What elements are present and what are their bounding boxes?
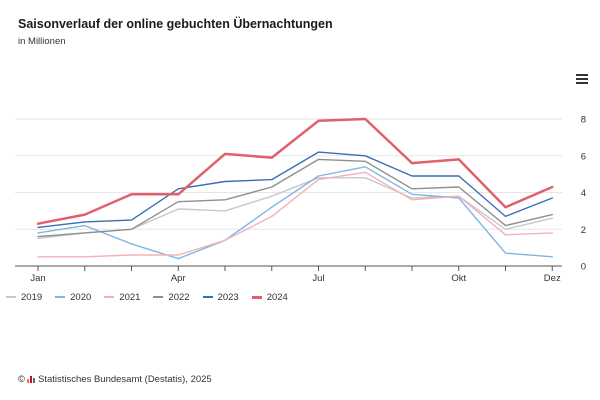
legend-item-2021[interactable]: 2021 [104, 292, 140, 303]
x-tick-label: Apr [171, 273, 186, 284]
legend-item-2024[interactable]: 2024 [251, 291, 288, 303]
x-tick-label: Okt [451, 273, 466, 284]
y-tick-label: 8 [581, 115, 586, 126]
legend-label: 2024 [266, 291, 288, 303]
legend-item-2022[interactable]: 2022 [153, 291, 190, 303]
legend-item-2020[interactable]: 2020 [55, 292, 91, 303]
source-text: Statistisches Bundesamt (Destatis), 2025 [38, 374, 212, 385]
legend-swatch [6, 296, 16, 298]
legend-swatch [153, 296, 164, 298]
hamburger-menu-icon[interactable] [574, 72, 590, 86]
chart-subtitle: in Millionen [18, 36, 66, 47]
series-line-2020 [37, 166, 553, 260]
x-tick-label: Jul [312, 273, 324, 284]
line-chart: 0 2 4 6 8 Jan Apr Jul Okt Dez [15, 115, 586, 284]
y-tick-label: 4 [581, 188, 586, 199]
legend-label: 2020 [70, 291, 92, 303]
legend-label: 2019 [21, 291, 43, 303]
source-credit: © Statistisches Bundesamt (Destatis), 20… [18, 374, 212, 385]
legend-swatch [104, 296, 115, 298]
legend-item-2019[interactable]: 2019 [6, 292, 42, 303]
destatis-logo-icon [27, 376, 35, 383]
legend-label: 2021 [119, 291, 141, 303]
legend: 2019 2020 2021 2022 2023 2024 [6, 289, 301, 305]
x-tick-label: Dez [544, 273, 561, 284]
y-tick-label: 2 [581, 225, 586, 236]
legend-swatch [251, 295, 262, 299]
chart-title: Saisonverlauf der online gebuchten Übern… [18, 17, 333, 31]
series-line-2021 [37, 171, 553, 258]
y-tick-label: 6 [581, 151, 586, 162]
x-tick-label: Jan [30, 273, 45, 284]
series-line-2022 [37, 158, 553, 238]
y-tick-label: 0 [581, 262, 586, 273]
copyright-symbol: © [18, 374, 25, 385]
legend-swatch [55, 296, 66, 298]
series-line-2024 [36, 117, 554, 225]
legend-item-2023[interactable]: 2023 [202, 291, 239, 303]
legend-label: 2023 [217, 291, 239, 303]
legend-label: 2022 [168, 291, 190, 303]
legend-swatch [202, 296, 213, 298]
series-line-2023 [37, 151, 553, 229]
